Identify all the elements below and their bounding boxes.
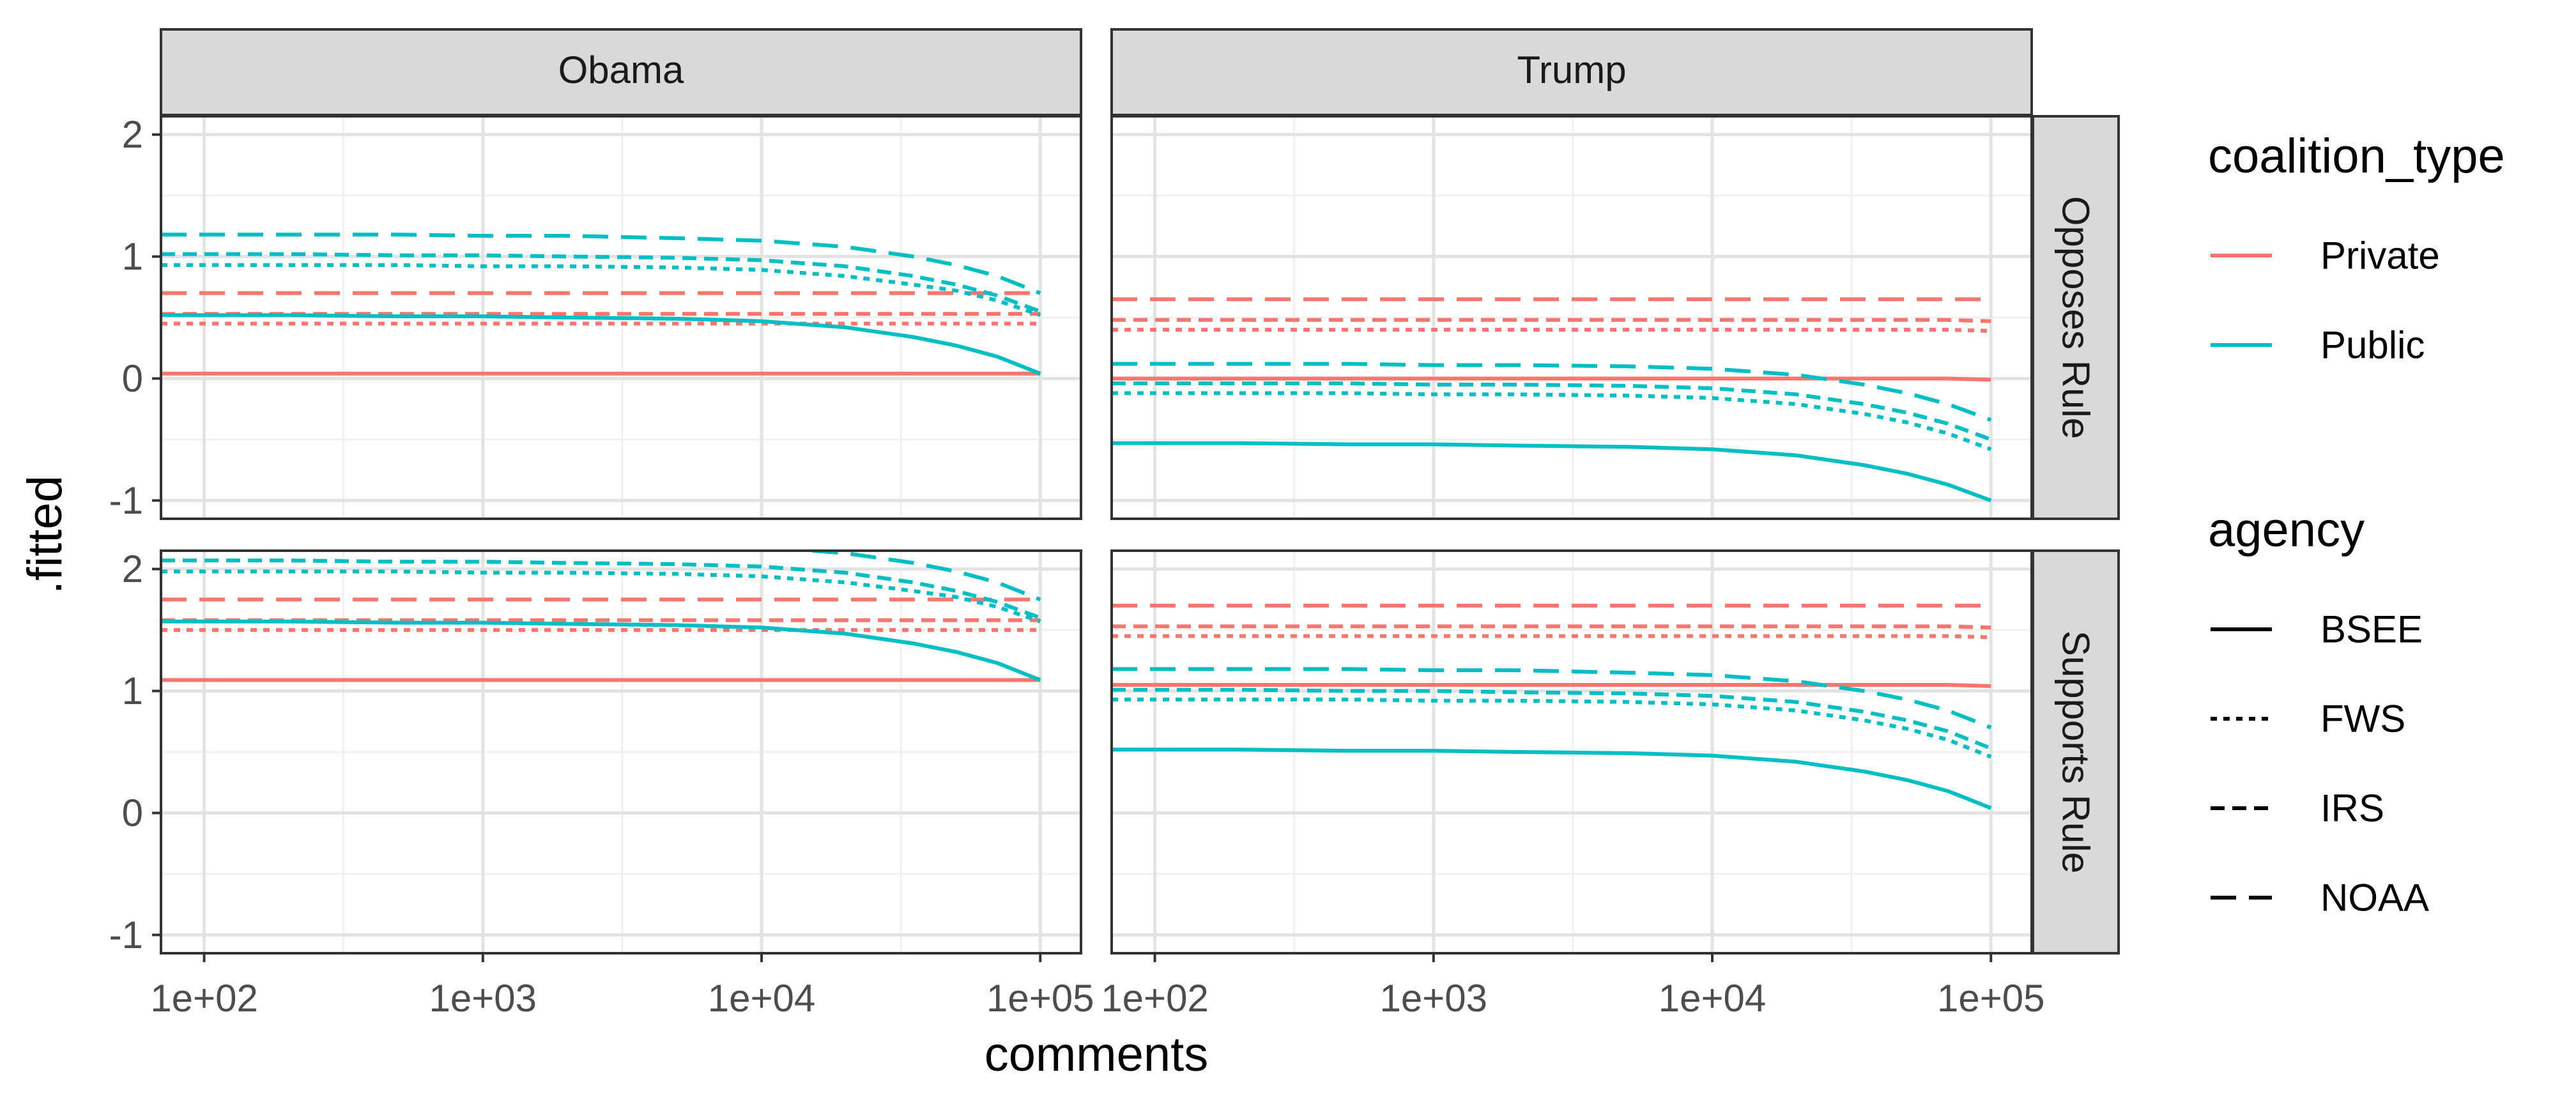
series-line-public-noaa <box>1112 667 1992 730</box>
legend-title: coalition_type <box>2208 129 2505 183</box>
series-line-public-fws <box>1112 697 1992 759</box>
facet-strip-label: Trump <box>1517 49 1626 91</box>
facet-strip-label: Supports Rule <box>2055 631 2097 873</box>
panel-border <box>160 549 1082 954</box>
series-lines <box>1112 603 1992 810</box>
series-line-public-fws <box>161 263 1041 318</box>
y-tick-label: 2 <box>122 113 143 156</box>
y-tick-label: 0 <box>122 357 143 400</box>
series-line-private-fws <box>1112 634 1991 640</box>
y-tick-label: 1 <box>122 670 143 712</box>
series-line-public-fws <box>1112 391 1992 452</box>
y-tick-label: -1 <box>109 914 143 956</box>
x-tick-label: 1e+02 <box>150 977 258 1020</box>
legend-label: Private <box>2320 234 2440 277</box>
panel-trump-supports-rule <box>1110 549 2033 954</box>
y-tick-label: 1 <box>122 235 143 278</box>
series-lines <box>161 233 1041 376</box>
x-tick-label: 1e+03 <box>429 977 537 1020</box>
facet-strip-opposes-rule: Opposes Rule <box>2032 115 2120 520</box>
facet-strip-obama: Obama <box>160 28 1082 116</box>
series-line-public-bsee <box>1112 441 1992 503</box>
y-axis-title: .fitted <box>18 475 72 594</box>
facet-strip-label: Obama <box>558 49 684 91</box>
series-line-private-irs <box>1112 318 1991 323</box>
legend-layer: coalition_type Private Public agency BSEE FWS… <box>2208 129 2505 919</box>
x-tick-label: 1e+04 <box>708 977 816 1020</box>
series-line-private-bsee <box>1112 376 1991 382</box>
series-line-private-fws <box>1112 328 1991 333</box>
strips-layer: Obama Trump Opposes Rule Supports Rule <box>160 28 2120 954</box>
x-tick-label: 1e+02 <box>1101 977 1209 1020</box>
legend-label: IRS <box>2320 787 2384 830</box>
y-tick-label: -1 <box>109 479 143 522</box>
y-tick-label: 0 <box>122 792 143 834</box>
facet-strip-trump: Trump <box>1110 28 2033 116</box>
series-line-public-fws <box>161 569 1041 624</box>
legend-coalition-type: coalition_type Private Public <box>2208 129 2505 367</box>
series-line-public-bsee <box>161 619 1041 682</box>
series-line-private-irs <box>1112 624 1991 630</box>
facet-strip-supports-rule: Supports Rule <box>2032 549 2120 954</box>
x-axis-title: comments <box>985 1027 1209 1082</box>
legend-label: NOAA <box>2320 877 2429 919</box>
facet-strip-box <box>2032 549 2120 954</box>
legend-title: agency <box>2208 503 2365 557</box>
panel-trump-opposes-rule <box>1110 115 2033 520</box>
series-lines <box>161 551 1041 682</box>
panel-obama-supports-rule <box>160 549 1082 954</box>
facet-strip-label: Opposes Rule <box>2055 196 2097 439</box>
series-lines <box>1112 297 1992 503</box>
facet-strip-box <box>2032 115 2120 520</box>
series-line-public-noaa <box>1112 362 1992 422</box>
facet-strip-box <box>160 28 1082 116</box>
series-line-public-bsee <box>161 313 1041 376</box>
legend-label: Public <box>2320 324 2425 367</box>
y-tick-label: 2 <box>122 548 143 590</box>
x-tick-label: 1e+04 <box>1659 977 1767 1020</box>
panel-obama-opposes-rule <box>160 115 1082 520</box>
series-line-public-bsee <box>1112 747 1992 810</box>
x-tick-label: 1e+03 <box>1380 977 1488 1020</box>
series-line-private-bsee <box>1112 683 1991 688</box>
facet-strip-box <box>1110 28 2033 116</box>
x-tick-label: 1e+05 <box>1937 977 2045 1020</box>
legend-label: FWS <box>2320 698 2405 740</box>
series-line-public-noaa <box>161 233 1041 295</box>
legend-agency: agency BSEE FWS IRS NOAA <box>2208 503 2429 919</box>
panels-layer <box>160 115 2033 954</box>
legend-label: BSEE <box>2320 608 2423 651</box>
x-tick-label: 1e+05 <box>986 977 1094 1020</box>
